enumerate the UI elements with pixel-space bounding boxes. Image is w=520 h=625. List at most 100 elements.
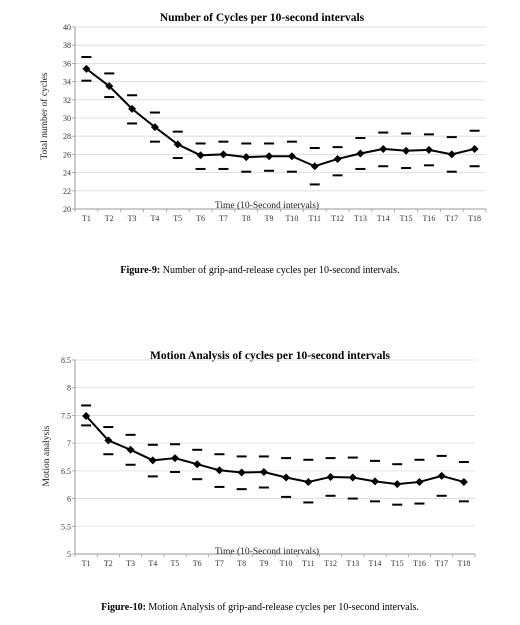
- data-point: [82, 64, 91, 73]
- x-tick-label: T17: [445, 214, 458, 223]
- data-point: [459, 477, 468, 486]
- x-tick-label: T8: [237, 559, 246, 568]
- x-tick-label: T15: [400, 214, 413, 223]
- data-point: [259, 467, 268, 476]
- x-tick-label: T14: [377, 214, 390, 223]
- x-tick-label: T15: [391, 559, 404, 568]
- y-axis-label: Total number of cycles: [39, 72, 50, 159]
- data-point: [150, 123, 159, 132]
- data-point: [128, 104, 137, 113]
- y-tick-label: 36: [63, 59, 71, 68]
- y-tick-label: 7: [67, 439, 71, 448]
- cycles-chart: Number of Cycles per 10-second intervals…: [39, 12, 487, 223]
- x-tick-label: T5: [171, 559, 180, 568]
- data-point: [379, 144, 388, 153]
- x-tick-label: T4: [148, 559, 157, 568]
- y-tick-label: 34: [63, 78, 71, 87]
- caption-label: Figure-10:: [101, 602, 146, 613]
- x-tick-label: T17: [435, 559, 448, 568]
- data-point: [171, 454, 179, 463]
- data-point: [402, 146, 411, 155]
- y-tick-label: 20: [63, 205, 71, 214]
- y-tick-label: 5.5: [61, 522, 71, 531]
- x-tick-label: T3: [128, 214, 137, 223]
- y-tick-label: 6.5: [61, 467, 71, 476]
- caption-text: Number of grip-and-release cycles per 10…: [160, 265, 400, 276]
- chart-title: Number of Cycles per 10-second intervals: [160, 12, 365, 24]
- data-point: [437, 471, 446, 480]
- series-line: [85, 68, 475, 168]
- data-point: [242, 153, 251, 162]
- x-tick-label: T13: [346, 559, 359, 568]
- x-tick-label: T2: [105, 214, 114, 223]
- data-point: [282, 473, 291, 482]
- x-tick-label: T4: [150, 214, 159, 223]
- y-tick-label: 28: [63, 132, 71, 141]
- x-tick-label: T8: [242, 214, 251, 223]
- data-point: [470, 144, 479, 153]
- data-point: [126, 445, 135, 454]
- data-point: [356, 149, 365, 158]
- x-tick-label: T6: [196, 214, 205, 223]
- x-tick-label: T1: [82, 559, 91, 568]
- y-tick-label: 24: [63, 169, 71, 178]
- x-axis-label: Time (10-Second intervals): [215, 546, 319, 557]
- data-point: [265, 152, 274, 161]
- x-tick-label: T18: [457, 559, 470, 568]
- x-tick-label: T10: [285, 214, 298, 223]
- data-point: [196, 151, 205, 160]
- data-point: [193, 460, 202, 469]
- y-tick-label: 30: [63, 114, 71, 123]
- data-point: [424, 145, 433, 154]
- y-axis-label: Motion analysis: [42, 425, 52, 486]
- x-tick-label: T3: [126, 559, 135, 568]
- x-tick-label: T6: [193, 559, 202, 568]
- x-tick-label: T16: [413, 559, 426, 568]
- data-point: [173, 140, 182, 149]
- y-tick-label: 32: [63, 96, 71, 105]
- data-point: [447, 150, 456, 159]
- x-tick-label: T9: [259, 559, 268, 568]
- y-tick-label: 40: [63, 23, 71, 32]
- x-tick-label: T1: [82, 214, 91, 223]
- x-tick-label: T11: [308, 214, 321, 223]
- data-point: [287, 152, 296, 161]
- x-tick-label: T13: [354, 214, 367, 223]
- figure-10-caption: Figure-10: Motion Analysis of grip-and-r…: [0, 602, 520, 613]
- x-tick-label: T10: [280, 559, 293, 568]
- motion-chart: Motion Analysis of cycles per 10-second …: [42, 350, 476, 568]
- data-point: [348, 473, 357, 482]
- data-point: [104, 436, 113, 445]
- y-tick-label: 22: [63, 187, 71, 196]
- x-tick-label: T7: [215, 559, 224, 568]
- data-point: [237, 468, 246, 477]
- y-tick-label: 8: [67, 384, 71, 393]
- y-tick-label: 38: [63, 41, 71, 50]
- caption-text: Motion Analysis of grip-and-release cycl…: [145, 602, 419, 613]
- y-tick-label: 8.5: [61, 356, 71, 365]
- data-point: [333, 154, 342, 163]
- x-tick-label: T12: [324, 559, 337, 568]
- data-point: [215, 466, 224, 475]
- data-point: [326, 472, 335, 481]
- caption-label: Figure-9:: [120, 265, 161, 276]
- y-tick-label: 26: [63, 150, 71, 159]
- data-point: [393, 480, 402, 489]
- y-tick-label: 6: [67, 495, 71, 504]
- data-point: [105, 82, 114, 91]
- data-point: [371, 477, 379, 486]
- data-point: [148, 456, 157, 465]
- data-point: [310, 162, 319, 171]
- x-tick-label: T9: [265, 214, 274, 223]
- x-tick-label: T7: [219, 214, 228, 223]
- x-tick-label: T12: [331, 214, 344, 223]
- figure-9-caption: Figure-9: Number of grip-and-release cyc…: [0, 265, 520, 276]
- x-axis-label: Time (10-Second intervals): [215, 200, 319, 211]
- x-tick-label: T18: [468, 214, 481, 223]
- data-point: [415, 477, 424, 486]
- data-point: [219, 150, 228, 159]
- y-tick-label: 7.5: [61, 411, 71, 420]
- y-tick-label: 5: [67, 550, 71, 559]
- data-point: [304, 477, 313, 486]
- data-point: [82, 411, 91, 420]
